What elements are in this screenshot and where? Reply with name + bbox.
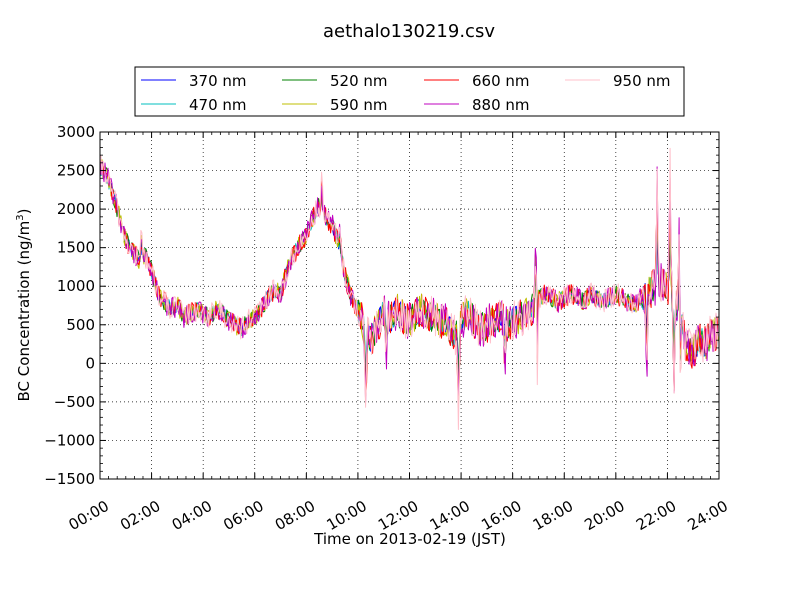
x-tick-label: 12:00 xyxy=(375,497,421,534)
x-tick-label: 06:00 xyxy=(220,497,266,534)
y-tick-labels: −1500 −1000 −500 0 500 1000 1500 2000 2500 3000 xyxy=(44,123,95,488)
y-axis-label-superscript: 3 xyxy=(15,214,26,220)
x-tick-label: 22:00 xyxy=(633,497,679,534)
y-tick-label: −1500 xyxy=(44,470,95,488)
legend-label: 880 nm xyxy=(472,96,530,114)
series-lines xyxy=(99,147,720,430)
y-tick-label: 0 xyxy=(85,354,95,372)
x-tick-label: 10:00 xyxy=(323,497,369,534)
x-tick-label: 04:00 xyxy=(169,497,215,534)
x-tick-labels: 00:00 02:00 04:00 06:00 08:00 10:00 12:00 14:00… xyxy=(66,497,731,534)
y-axis-label-end: ) xyxy=(15,209,33,215)
y-tick-label: −500 xyxy=(54,393,95,411)
axis-ticks xyxy=(99,131,720,480)
x-tick-label: 08:00 xyxy=(272,497,318,534)
y-axis-label: BC Concentration (ng/m3) xyxy=(15,209,33,402)
x-tick-label: 24:00 xyxy=(685,497,731,534)
x-axis-label: Time on 2013-02-19 (JST) xyxy=(313,530,506,548)
legend-label: 660 nm xyxy=(472,72,530,90)
y-tick-label: 1000 xyxy=(57,277,95,295)
series-line xyxy=(99,147,720,430)
x-tick-label: 20:00 xyxy=(581,497,627,534)
y-tick-label: 2000 xyxy=(57,200,95,218)
series-line xyxy=(99,159,720,404)
x-tick-label: 18:00 xyxy=(530,497,576,534)
y-tick-label: 3000 xyxy=(57,123,95,141)
y-tick-label: 1500 xyxy=(57,239,95,257)
y-tick-label: −1000 xyxy=(44,431,95,449)
legend-label: 470 nm xyxy=(189,96,247,114)
y-tick-label: 500 xyxy=(66,316,95,334)
legend: 370 nm 470 nm 520 nm 590 nm 660 nm 880 nm 950 … xyxy=(134,66,685,117)
legend-box xyxy=(134,66,685,117)
series-line xyxy=(99,163,720,372)
series-line xyxy=(99,157,720,403)
legend-label: 950 nm xyxy=(613,72,671,90)
x-tick-label: 16:00 xyxy=(478,497,524,534)
x-tick-label: 02:00 xyxy=(117,497,163,534)
y-axis-label-main: BC Concentration (ng/m xyxy=(15,221,33,402)
legend-label: 520 nm xyxy=(330,72,388,90)
legend-label: 370 nm xyxy=(189,72,247,90)
x-tick-label: 00:00 xyxy=(66,497,112,534)
y-tick-label: 2500 xyxy=(57,162,95,180)
legend-label: 590 nm xyxy=(330,96,388,114)
x-tick-label: 14:00 xyxy=(427,497,473,534)
chart-title: aethalo130219.csv xyxy=(323,21,495,42)
